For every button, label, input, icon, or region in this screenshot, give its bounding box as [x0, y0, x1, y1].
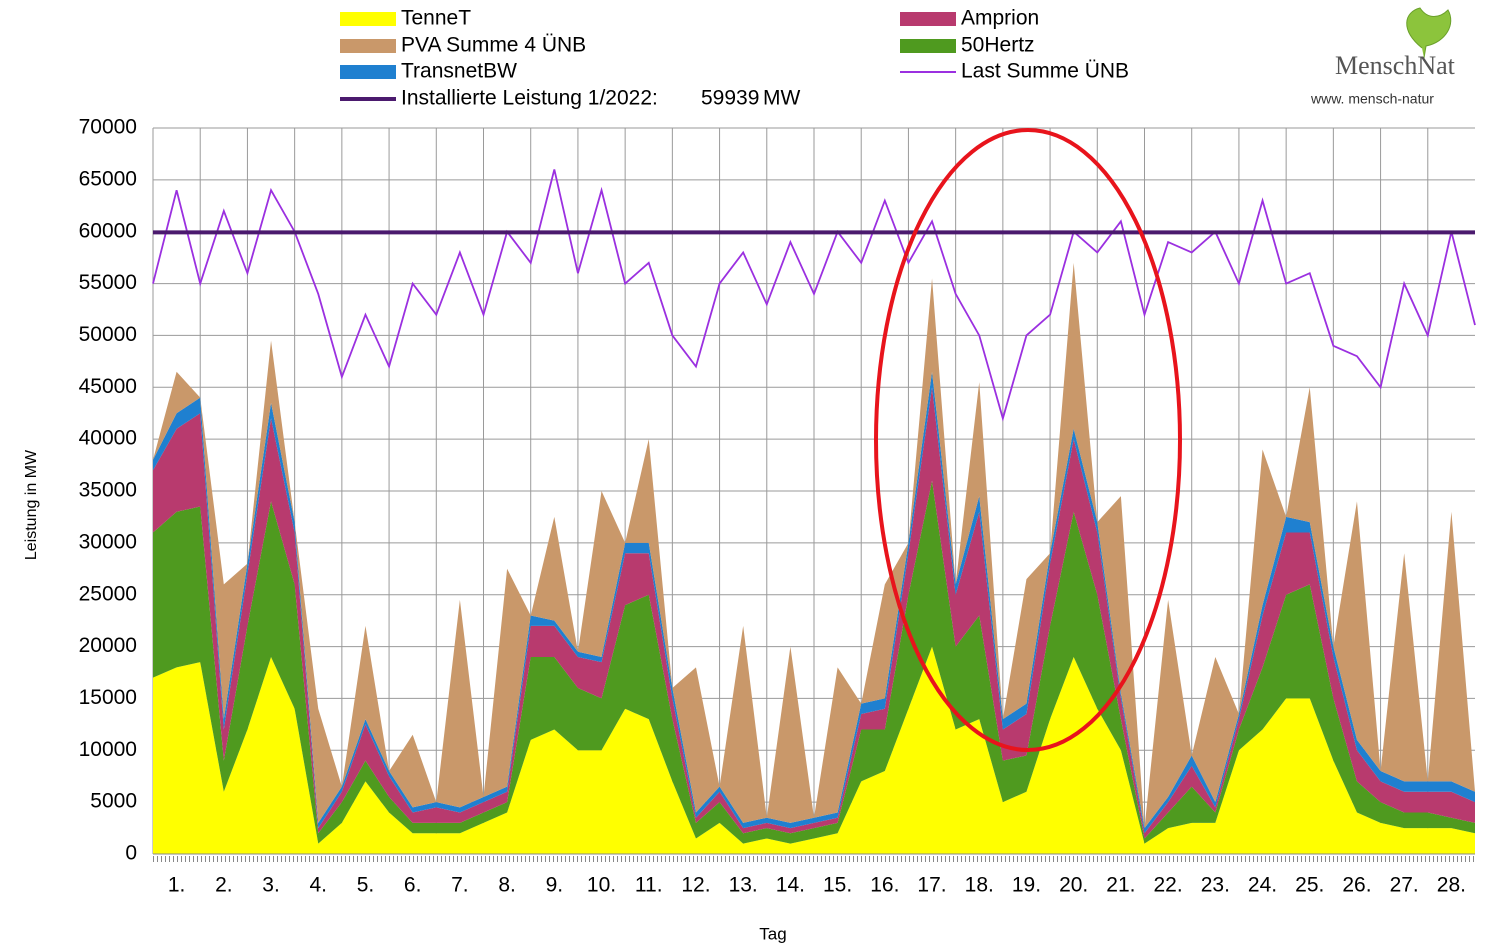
x-tick-label: 20. [1059, 874, 1088, 897]
x-tick-label: 22. [1154, 874, 1183, 897]
legend-label: Last Summe ÜNB [961, 60, 1129, 83]
x-tick-label: 24. [1248, 874, 1277, 897]
y-tick-label: 65000 [79, 167, 137, 190]
y-tick-label: 25000 [79, 582, 137, 605]
y-tick-label: 0 [125, 842, 137, 865]
legend-label: Installierte Leistung 1/2022: [401, 87, 658, 110]
watermark-name: MenschNat [1335, 51, 1456, 80]
x-tick-label: 10. [587, 874, 616, 897]
legend-swatch [340, 39, 396, 53]
y-tick-label: 70000 [79, 116, 137, 139]
x-tick-label: 28. [1437, 874, 1466, 897]
line-layer [152, 169, 1476, 422]
x-tick-label: 23. [1201, 874, 1230, 897]
logo-leaf [1406, 7, 1452, 59]
x-tick-label: 19. [1012, 874, 1041, 897]
x-tick-label: 13. [729, 874, 758, 897]
y-tick-label: 40000 [79, 427, 137, 450]
y-tick-label: 45000 [79, 375, 137, 398]
x-tick-label: 6. [404, 874, 422, 897]
x-tick-label: 21. [1106, 874, 1135, 897]
x-tick-label: 25. [1295, 874, 1324, 897]
legend-label: 50Hertz [961, 34, 1035, 57]
x-tick-label: 18. [965, 874, 994, 897]
x-tick-label: 3. [262, 874, 280, 897]
legend-label: TenneT [401, 7, 471, 30]
x-tick-label: 17. [917, 874, 946, 897]
watermark-url: www. mensch-natur [1310, 91, 1434, 107]
y-tick-label: 55000 [79, 271, 137, 294]
x-tick-label: 8. [498, 874, 516, 897]
x-tick-label: 15. [823, 874, 852, 897]
x-tick-label: 12. [681, 874, 710, 897]
x-tick-label: 14. [776, 874, 805, 897]
y-tick-label: 30000 [79, 530, 137, 553]
x-axis-label: Tag [759, 924, 786, 943]
x-tick-label: 16. [870, 874, 899, 897]
legend-swatch [340, 12, 396, 26]
installed-value: 59939 [701, 87, 759, 110]
legend-label: Amprion [961, 7, 1039, 30]
installed-unit: MW [763, 87, 800, 110]
y-tick-label: 50000 [79, 323, 137, 346]
x-tick-label: 9. [546, 874, 564, 897]
x-tick-label: 26. [1342, 874, 1371, 897]
area-layer [153, 262, 1475, 854]
y-axis-label: Leistung in MW [23, 449, 40, 560]
y-tick-label: 35000 [79, 479, 137, 502]
x-tick-label: 2. [215, 874, 233, 897]
y-tick-label: 60000 [79, 219, 137, 242]
legend-label: TransnetBW [401, 60, 517, 83]
y-tick-label: 10000 [79, 738, 137, 761]
legend-label: PVA Summe 4 ÜNB [401, 34, 586, 57]
x-tick-label: 4. [309, 874, 327, 897]
area [153, 646, 1475, 854]
legend-swatch [900, 39, 956, 53]
y-tick-label: 20000 [79, 634, 137, 657]
x-tick-label: 7. [451, 874, 469, 897]
y-tick-label: 15000 [79, 686, 137, 709]
load-line [152, 169, 1476, 422]
x-tick-label: 5. [357, 874, 375, 897]
x-tick-label: 11. [635, 874, 663, 897]
highlight-ellipse [874, 128, 1182, 752]
x-tick-label: 1. [168, 874, 186, 897]
x-tick-label: 27. [1390, 874, 1419, 897]
legend-swatch [340, 65, 396, 79]
y-tick-label: 5000 [90, 790, 137, 813]
legend-swatch [900, 12, 956, 26]
